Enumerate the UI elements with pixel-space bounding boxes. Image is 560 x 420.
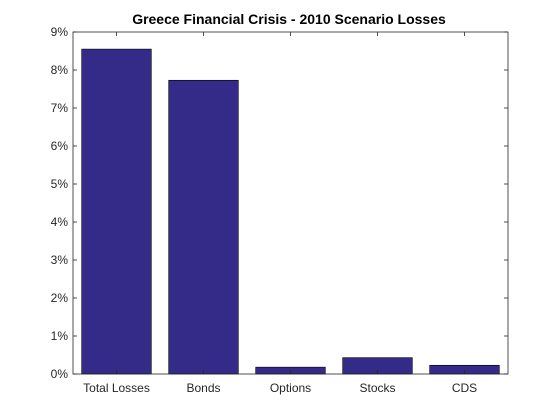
y-tick-label: 9% [51,25,69,39]
x-tick-label: CDS [452,381,477,395]
x-tick-label: Stocks [359,381,395,395]
bar-bonds [168,79,239,375]
x-tick-label: Options [270,381,311,395]
y-tick-label: 3% [51,253,69,267]
y-tick-label: 6% [51,139,69,153]
y-tick-label: 4% [51,215,69,229]
y-tick-label: 0% [51,367,69,381]
y-tick-label: 7% [51,101,69,115]
y-tick-label: 5% [51,177,69,191]
y-tick-label: 8% [51,63,69,77]
bar-total-losses [81,48,152,375]
chart-title: Greece Financial Crisis - 2010 Scenario … [132,11,446,27]
x-tick-label: Bonds [186,381,220,395]
bars-group [81,48,500,375]
y-axis-ticks: 0% 1% 2% 3% 4% 5% 6% 7% 8% 9% [51,25,508,381]
x-tick-label: Total Losses [83,381,150,395]
x-axis-ticks: Total Losses Bonds Options Stocks CDS [83,32,477,395]
y-tick-label: 2% [51,291,69,305]
y-tick-label: 1% [51,329,69,343]
